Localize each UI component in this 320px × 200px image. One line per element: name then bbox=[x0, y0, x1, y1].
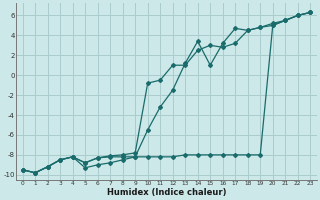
X-axis label: Humidex (Indice chaleur): Humidex (Indice chaleur) bbox=[107, 188, 226, 197]
